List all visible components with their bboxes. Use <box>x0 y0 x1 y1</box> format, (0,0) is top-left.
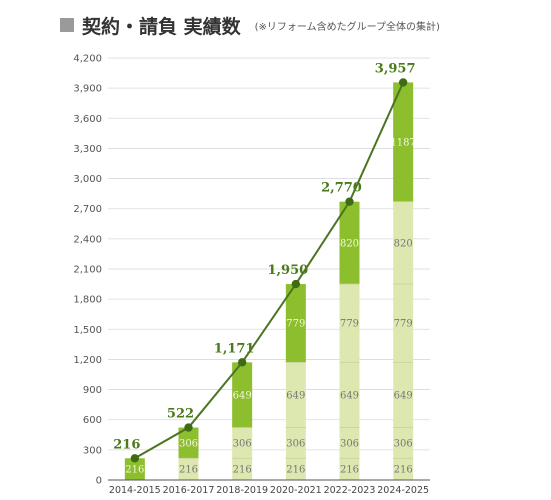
segment-label-2024-2025-2: 649 <box>394 390 413 401</box>
y-tick-label-0: 0 <box>96 476 102 487</box>
segment-label-2018-2019-2: 649 <box>233 390 252 401</box>
total-marker-2020-2021 <box>291 279 301 289</box>
y-tick-label-1500: 1,500 <box>73 325 102 336</box>
total-label-2024-2025: 3,957 <box>375 61 416 76</box>
segment-label-2016-2017-0: 216 <box>179 465 198 476</box>
bar-2022-2023-segment-1 <box>339 427 360 459</box>
bar-2016-2017-segment-0 <box>178 458 199 480</box>
x-tick-label-2018-2019: 2018-2019 <box>216 485 268 496</box>
bar-2016-2017-segment-1 <box>178 427 199 459</box>
segment-label-2022-2023-2: 649 <box>340 390 359 401</box>
x-tick-label-2020-2021: 2020-2021 <box>270 485 322 496</box>
bar-2022-2023-segment-3 <box>339 284 360 363</box>
x-axis-ticks: 2014-2015 2016-2017 2018-2019 2020-2021 2022… <box>109 485 429 496</box>
y-tick-label-3000: 3,000 <box>73 174 102 185</box>
segment-label-2024-2025-0: 216 <box>394 465 413 476</box>
y-tick-label-1200: 1,200 <box>73 355 102 366</box>
segment-label-2018-2019-0: 216 <box>233 465 252 476</box>
y-tick-label-1800: 1,800 <box>73 295 102 306</box>
chart-title: 契約・請負 実績数 <box>82 15 241 38</box>
y-tick-label-2400: 2,400 <box>73 234 102 245</box>
total-marker-2022-2023 <box>345 197 354 206</box>
bar-2018-2019-segment-2 <box>232 362 253 428</box>
y-tick-label-300: 300 <box>83 445 102 456</box>
bar-2020-2021-segment-0 <box>285 458 306 480</box>
total-label-2022-2023: 2,770 <box>321 181 362 196</box>
segment-label-2024-2025-3: 779 <box>394 319 413 330</box>
bar-2024-2025-segment-5 <box>393 82 414 202</box>
segment-label-2020-2021-0: 216 <box>286 465 305 476</box>
total-label-2020-2021: 1,950 <box>267 263 308 278</box>
segment-label-2024-2025-5: 1187 <box>390 138 415 149</box>
segment-label-2020-2021-1: 306 <box>286 438 305 449</box>
segment-label-2022-2023-3: 779 <box>340 319 359 330</box>
segment-label-2024-2025-1: 306 <box>394 438 413 449</box>
bar-2024-2025-segment-0 <box>393 458 414 480</box>
total-line <box>134 82 405 460</box>
bars <box>124 82 414 480</box>
total-marker-2016-2017 <box>184 423 193 432</box>
segment-label-2022-2023-4: 820 <box>340 238 359 249</box>
bar-2020-2021-segment-1 <box>285 427 306 459</box>
total-labels: 216 522 1,171 1,950 2,770 3,957 <box>113 61 415 452</box>
total-label-2014-2015: 216 <box>113 437 140 452</box>
x-tick-label-2014-2015: 2014-2015 <box>109 485 161 496</box>
y-tick-label-4200: 4,200 <box>73 54 102 65</box>
bar-2018-2019-segment-0 <box>232 458 253 480</box>
y-tick-label-3300: 3,300 <box>73 144 102 155</box>
bar-2022-2023-segment-2 <box>339 362 360 428</box>
segment-labels: 216 216 306 216 306 649 216 306 649 779 216 306 649 7… <box>125 138 416 476</box>
bar-2024-2025-segment-2 <box>393 362 414 428</box>
bar-2024-2025-segment-4 <box>393 201 414 285</box>
segment-label-2018-2019-1: 306 <box>233 438 252 449</box>
x-tick-label-2016-2017: 2016-2017 <box>163 485 215 496</box>
total-marker-2018-2019 <box>237 358 247 367</box>
y-tick-label-2100: 2,100 <box>73 265 102 276</box>
segment-label-2024-2025-4: 820 <box>394 238 413 249</box>
bar-2018-2019-segment-1 <box>232 427 253 459</box>
segment-label-2020-2021-3: 779 <box>286 319 305 330</box>
y-tick-label-900: 900 <box>83 385 102 396</box>
y-tick-label-2700: 2,700 <box>73 204 102 215</box>
bar-2020-2021-segment-2 <box>285 362 306 428</box>
total-marker-2024-2025 <box>398 78 408 87</box>
total-label-2016-2017: 522 <box>167 407 194 422</box>
y-tick-label-3600: 3,600 <box>73 114 102 125</box>
total-markers <box>130 78 408 463</box>
chart-subtitle: (※リフォーム含めたグループ全体の集計) <box>254 21 440 33</box>
segment-label-2016-2017-1: 306 <box>179 438 198 449</box>
y-axis-ticks: 0 300 600 900 1,200 1,500 1,800 2,100 2,400 2,700… <box>73 54 102 487</box>
segment-label-2014-2015-0: 216 <box>125 465 144 476</box>
bar-2014-2015-segment-0 <box>124 458 145 480</box>
segment-label-2022-2023-0: 216 <box>340 465 359 476</box>
bar-2020-2021-segment-3 <box>285 284 306 363</box>
chart-header: 契約・請負 実績数 (※リフォーム含めたグループ全体の集計) <box>60 10 440 40</box>
segment-label-2022-2023-1: 306 <box>340 438 359 449</box>
y-tick-label-600: 600 <box>83 415 102 426</box>
bar-2022-2023-segment-4 <box>339 201 360 285</box>
y-tick-label-3900: 3,900 <box>73 84 102 95</box>
bar-2022-2023-segment-0 <box>339 458 360 480</box>
x-tick-label-2022-2023: 2022-2023 <box>324 485 376 496</box>
total-polyline <box>134 82 405 460</box>
title-square-icon <box>60 18 74 32</box>
grid-lines <box>108 57 430 451</box>
total-label-2018-2019: 1,171 <box>214 341 255 356</box>
x-tick-label-2024-2025: 2024-2025 <box>377 485 429 496</box>
bar-2024-2025-segment-1 <box>393 427 414 459</box>
total-marker-2014-2015 <box>130 454 140 463</box>
bar-2024-2025-segment-3 <box>393 284 414 363</box>
segment-label-2020-2021-2: 649 <box>286 390 305 401</box>
